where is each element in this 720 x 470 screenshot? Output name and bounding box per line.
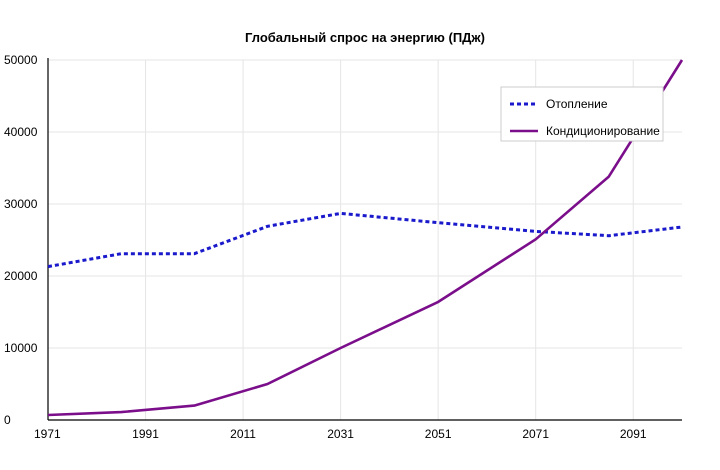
y-tick-label: 10000 [4,341,38,355]
series-lines [47,59,684,417]
legend-label: Отопление [546,97,608,111]
series-line-1 [47,59,684,417]
y-tick-label: 50000 [4,53,38,67]
y-tick-label: 40000 [4,125,38,139]
x-tick-label: 2071 [522,427,549,441]
y-axis-ticks: 0 10000 20000 30000 40000 50000 [4,53,38,427]
x-tick-label: 2011 [230,427,256,441]
x-tick-label: 2051 [425,427,452,441]
x-tick-label: 1971 [34,427,61,441]
y-tick-label: 30000 [4,197,38,211]
legend-label: Кондиционирование [546,124,660,138]
legend: Отопление Кондиционирование [500,86,664,142]
x-tick-label: 2031 [327,427,354,441]
chart-title: Глобальный спрос на энергию (ПДж) [245,30,485,45]
x-tick-label: 1991 [132,427,159,441]
y-tick-label: 0 [4,413,11,427]
series-line-0 [47,211,683,269]
axes [47,58,682,421]
x-tick-label: 2091 [620,427,647,441]
y-tick-label: 20000 [4,269,38,283]
x-axis-ticks: 1971 1991 2011 2031 2051 2071 2091 [34,427,647,441]
